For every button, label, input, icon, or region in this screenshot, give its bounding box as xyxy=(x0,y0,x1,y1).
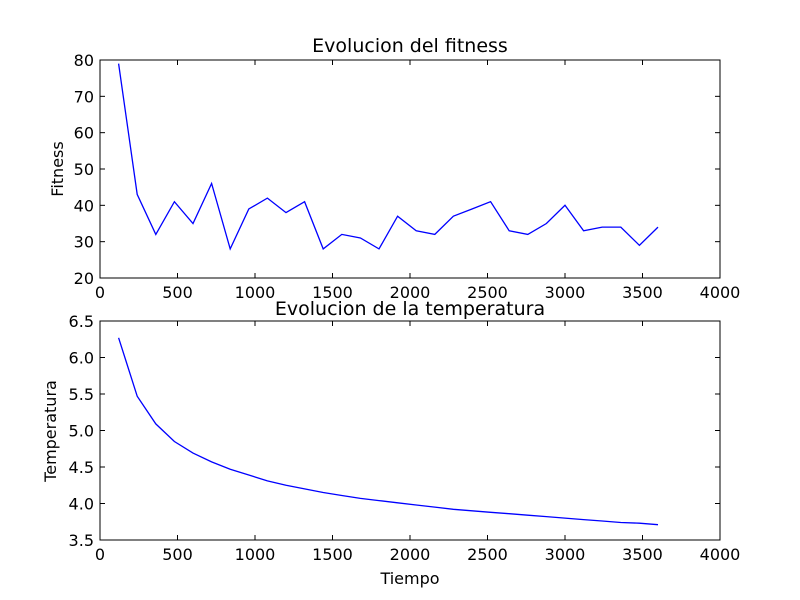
temperature-y-tick-label: 5.5 xyxy=(69,385,94,404)
temperature-chart: Evolucion de la temperatura Temperatura … xyxy=(41,298,740,588)
temperature-y-axis-label: Temperatura xyxy=(41,380,60,483)
temperature-y-tick-label: 6.0 xyxy=(69,349,94,368)
temperature-chart-title: Evolucion de la temperatura xyxy=(275,298,545,320)
temperature-series-line xyxy=(117,337,659,526)
temperature-x-tick-label: 2500 xyxy=(467,545,508,564)
temperature-x-tick-label: 2000 xyxy=(390,545,431,564)
fitness-y-tick-label: 80 xyxy=(74,51,94,70)
fitness-y-tick-label: 50 xyxy=(74,160,94,179)
fitness-y-tick-label: 40 xyxy=(74,196,94,215)
temperature-y-tick-label: 3.5 xyxy=(69,531,94,550)
temperature-x-tick-label: 3000 xyxy=(545,545,586,564)
temperature-y-tick-label: 4.5 xyxy=(69,458,94,477)
fitness-x-tick-label: 1000 xyxy=(235,283,276,302)
fitness-x-tick-label: 500 xyxy=(162,283,193,302)
fitness-y-tick-label: 30 xyxy=(74,233,94,252)
temperature-y-tick-label: 5.0 xyxy=(69,422,94,441)
temperature-ticks: 0 500 1000 1500 2000 2500 3000 3500 4000 3.5 4.0 4.… xyxy=(69,312,741,564)
temperature-plot-frame xyxy=(99,320,721,541)
fitness-y-tick-label: 70 xyxy=(74,87,94,106)
temperature-x-tick-label: 4000 xyxy=(700,545,741,564)
temperature-y-tick-label: 6.5 xyxy=(69,312,94,331)
fitness-x-tick-label: 2500 xyxy=(467,283,508,302)
temperature-x-tick-label: 1500 xyxy=(312,545,353,564)
fitness-x-tick-label: 4000 xyxy=(700,283,741,302)
fitness-y-axis-label: Fitness xyxy=(48,141,67,196)
fitness-x-tick-label: 3500 xyxy=(622,283,663,302)
fitness-chart-title: Evolucion del fitness xyxy=(312,35,508,57)
fitness-y-tick-label: 60 xyxy=(74,124,94,143)
fitness-ticks: 0 500 1000 1500 2000 2500 3000 3500 4000 20 30 40 50… xyxy=(74,51,741,302)
fitness-y-tick-label: 20 xyxy=(74,269,94,288)
fitness-x-tick-label: 2000 xyxy=(390,283,431,302)
temperature-x-tick-label: 1000 xyxy=(235,545,276,564)
temperature-y-tick-label: 4.0 xyxy=(69,495,94,514)
temperature-x-tick-label: 500 xyxy=(162,545,193,564)
temperature-x-tick-label: 0 xyxy=(95,545,105,564)
temperature-x-tick-label: 3500 xyxy=(622,545,663,564)
fitness-x-tick-label: 1500 xyxy=(312,283,353,302)
fitness-x-tick-label: 3000 xyxy=(545,283,586,302)
fitness-x-tick-label: 0 xyxy=(95,283,105,302)
fitness-plot-frame xyxy=(99,59,721,279)
temperature-x-axis-label: Tiempo xyxy=(379,569,439,588)
fitness-series-line xyxy=(117,63,659,251)
fitness-chart: Evolucion del fitness Fitness 0 500 1000 15… xyxy=(48,35,740,302)
